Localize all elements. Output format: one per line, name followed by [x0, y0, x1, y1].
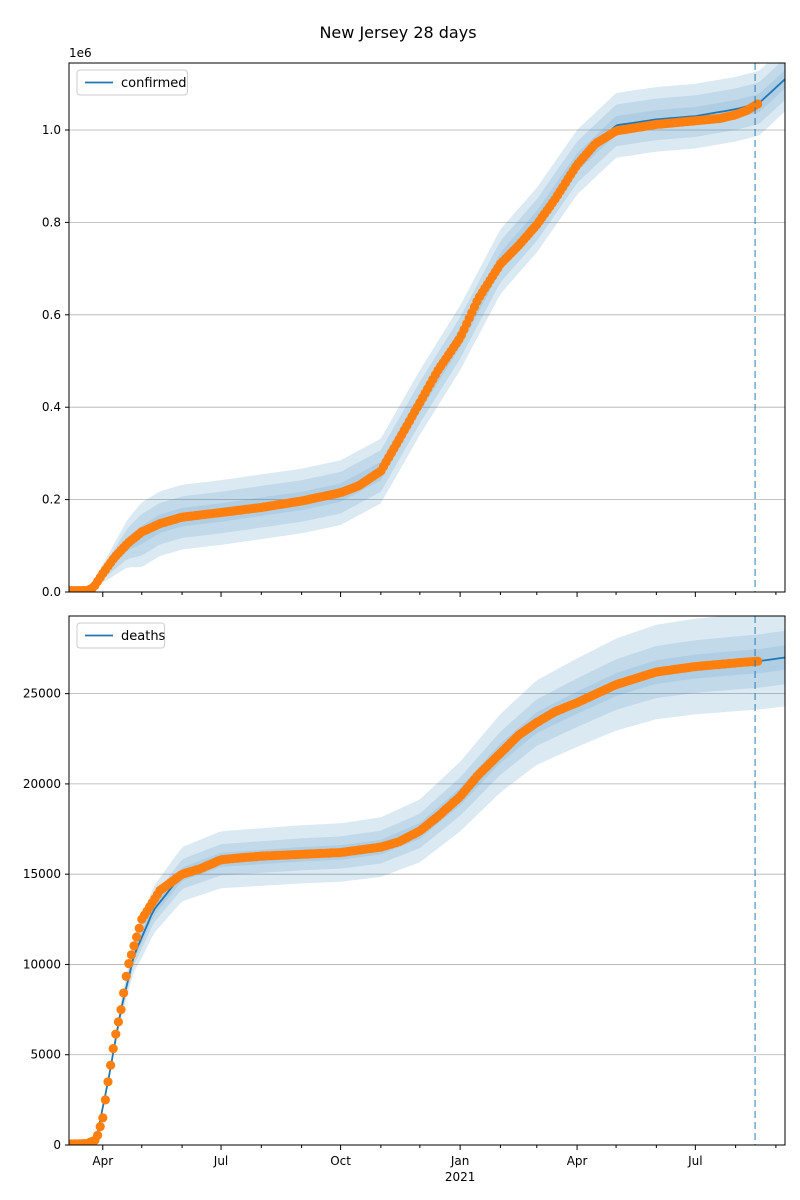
axes-frame [68, 615, 786, 1146]
x-tick-label: Jul [213, 1154, 228, 1168]
observed-point [93, 1130, 103, 1140]
observed-point [129, 941, 139, 951]
y-tick-label: 1.0 [42, 123, 61, 137]
uncertainty-band [90, 630, 785, 1143]
legend-label: confirmed [121, 76, 187, 91]
y-tick-label: 10000 [23, 957, 61, 971]
y-tick-label: 15000 [23, 867, 61, 881]
y-tick-label: 0.4 [42, 400, 61, 414]
x-tick-label: Oct [330, 1154, 351, 1168]
legend-box [76, 69, 188, 96]
x-tick-label: Jan [450, 1154, 470, 1168]
legend: deaths [76, 622, 166, 649]
y-tick-label: 20000 [23, 777, 61, 791]
observed-point [95, 1122, 105, 1132]
observed-point [98, 1113, 108, 1123]
observed-point [100, 1095, 110, 1105]
plot-area [69, 63, 785, 592]
observed-point [132, 932, 142, 942]
y-tick-label: 0.0 [42, 585, 61, 599]
observed-point [121, 971, 131, 982]
x-tick-label: Apr [567, 1154, 588, 1168]
x-tick-label: Jul [687, 1154, 702, 1168]
legend-box [76, 622, 166, 649]
y-tick-label: 0 [53, 1138, 61, 1152]
legend-label: deaths [121, 629, 166, 644]
y-tick-label: 0.6 [42, 308, 61, 322]
observed-point [113, 1017, 123, 1027]
observed-point [116, 1005, 126, 1015]
deaths-panel: 0 5000 10000 15000 20000 25000 Apr Jul Oct Jan 202… [23, 615, 786, 1184]
observed-point [111, 1029, 121, 1039]
observed-point [134, 923, 144, 933]
x-year-label: 2021 [445, 1170, 476, 1184]
observed-point [126, 950, 136, 960]
y-tick-label: 0.2 [42, 493, 61, 507]
y-tick-label: 25000 [23, 687, 61, 701]
x-tick-label: Apr [92, 1154, 113, 1168]
observed-point [124, 959, 134, 969]
observed-point [119, 988, 129, 998]
y-tick-label: 0.8 [42, 215, 61, 229]
observed-point [106, 1060, 116, 1070]
axes-frame [68, 62, 786, 593]
observed-point [103, 1077, 113, 1087]
y-offset-label: 1e6 [69, 46, 92, 60]
observed-point [108, 1044, 118, 1054]
figure-title: New Jersey 28 days [319, 23, 476, 42]
confirmed-panel: 0.0 0.2 0.4 0.6 0.8 1.0 1e6 confirmed [42, 46, 786, 599]
y-tick-label: 5000 [30, 1048, 61, 1062]
plot-area [69, 616, 785, 1145]
legend: confirmed [76, 69, 188, 96]
